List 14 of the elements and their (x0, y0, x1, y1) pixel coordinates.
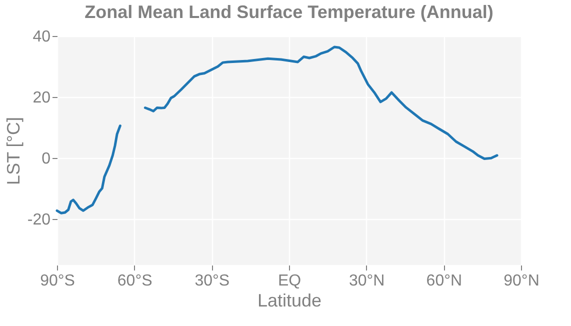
x-tick-label: 30°S (194, 272, 230, 290)
x-tick-label: 90°S (40, 272, 75, 290)
y-tick-label: 0 (42, 150, 51, 168)
x-tick-label: 60°N (426, 272, 462, 290)
y-tick-label: 20 (32, 90, 51, 107)
x-tick-label: EQ (278, 272, 302, 290)
x-tick-label: 60°S (117, 272, 152, 290)
x-tick-label: 90°N (504, 272, 540, 290)
y-axis-title: LST [°C] (3, 117, 24, 185)
x-tick-label: 30°N (348, 272, 385, 290)
chart-title: Zonal Mean Land Surface Temperature (Annual) (84, 2, 494, 22)
x-axis-title: Latitude (257, 290, 322, 310)
y-tick-label: 40 (32, 28, 51, 46)
y-tick-label: -20 (27, 212, 51, 229)
